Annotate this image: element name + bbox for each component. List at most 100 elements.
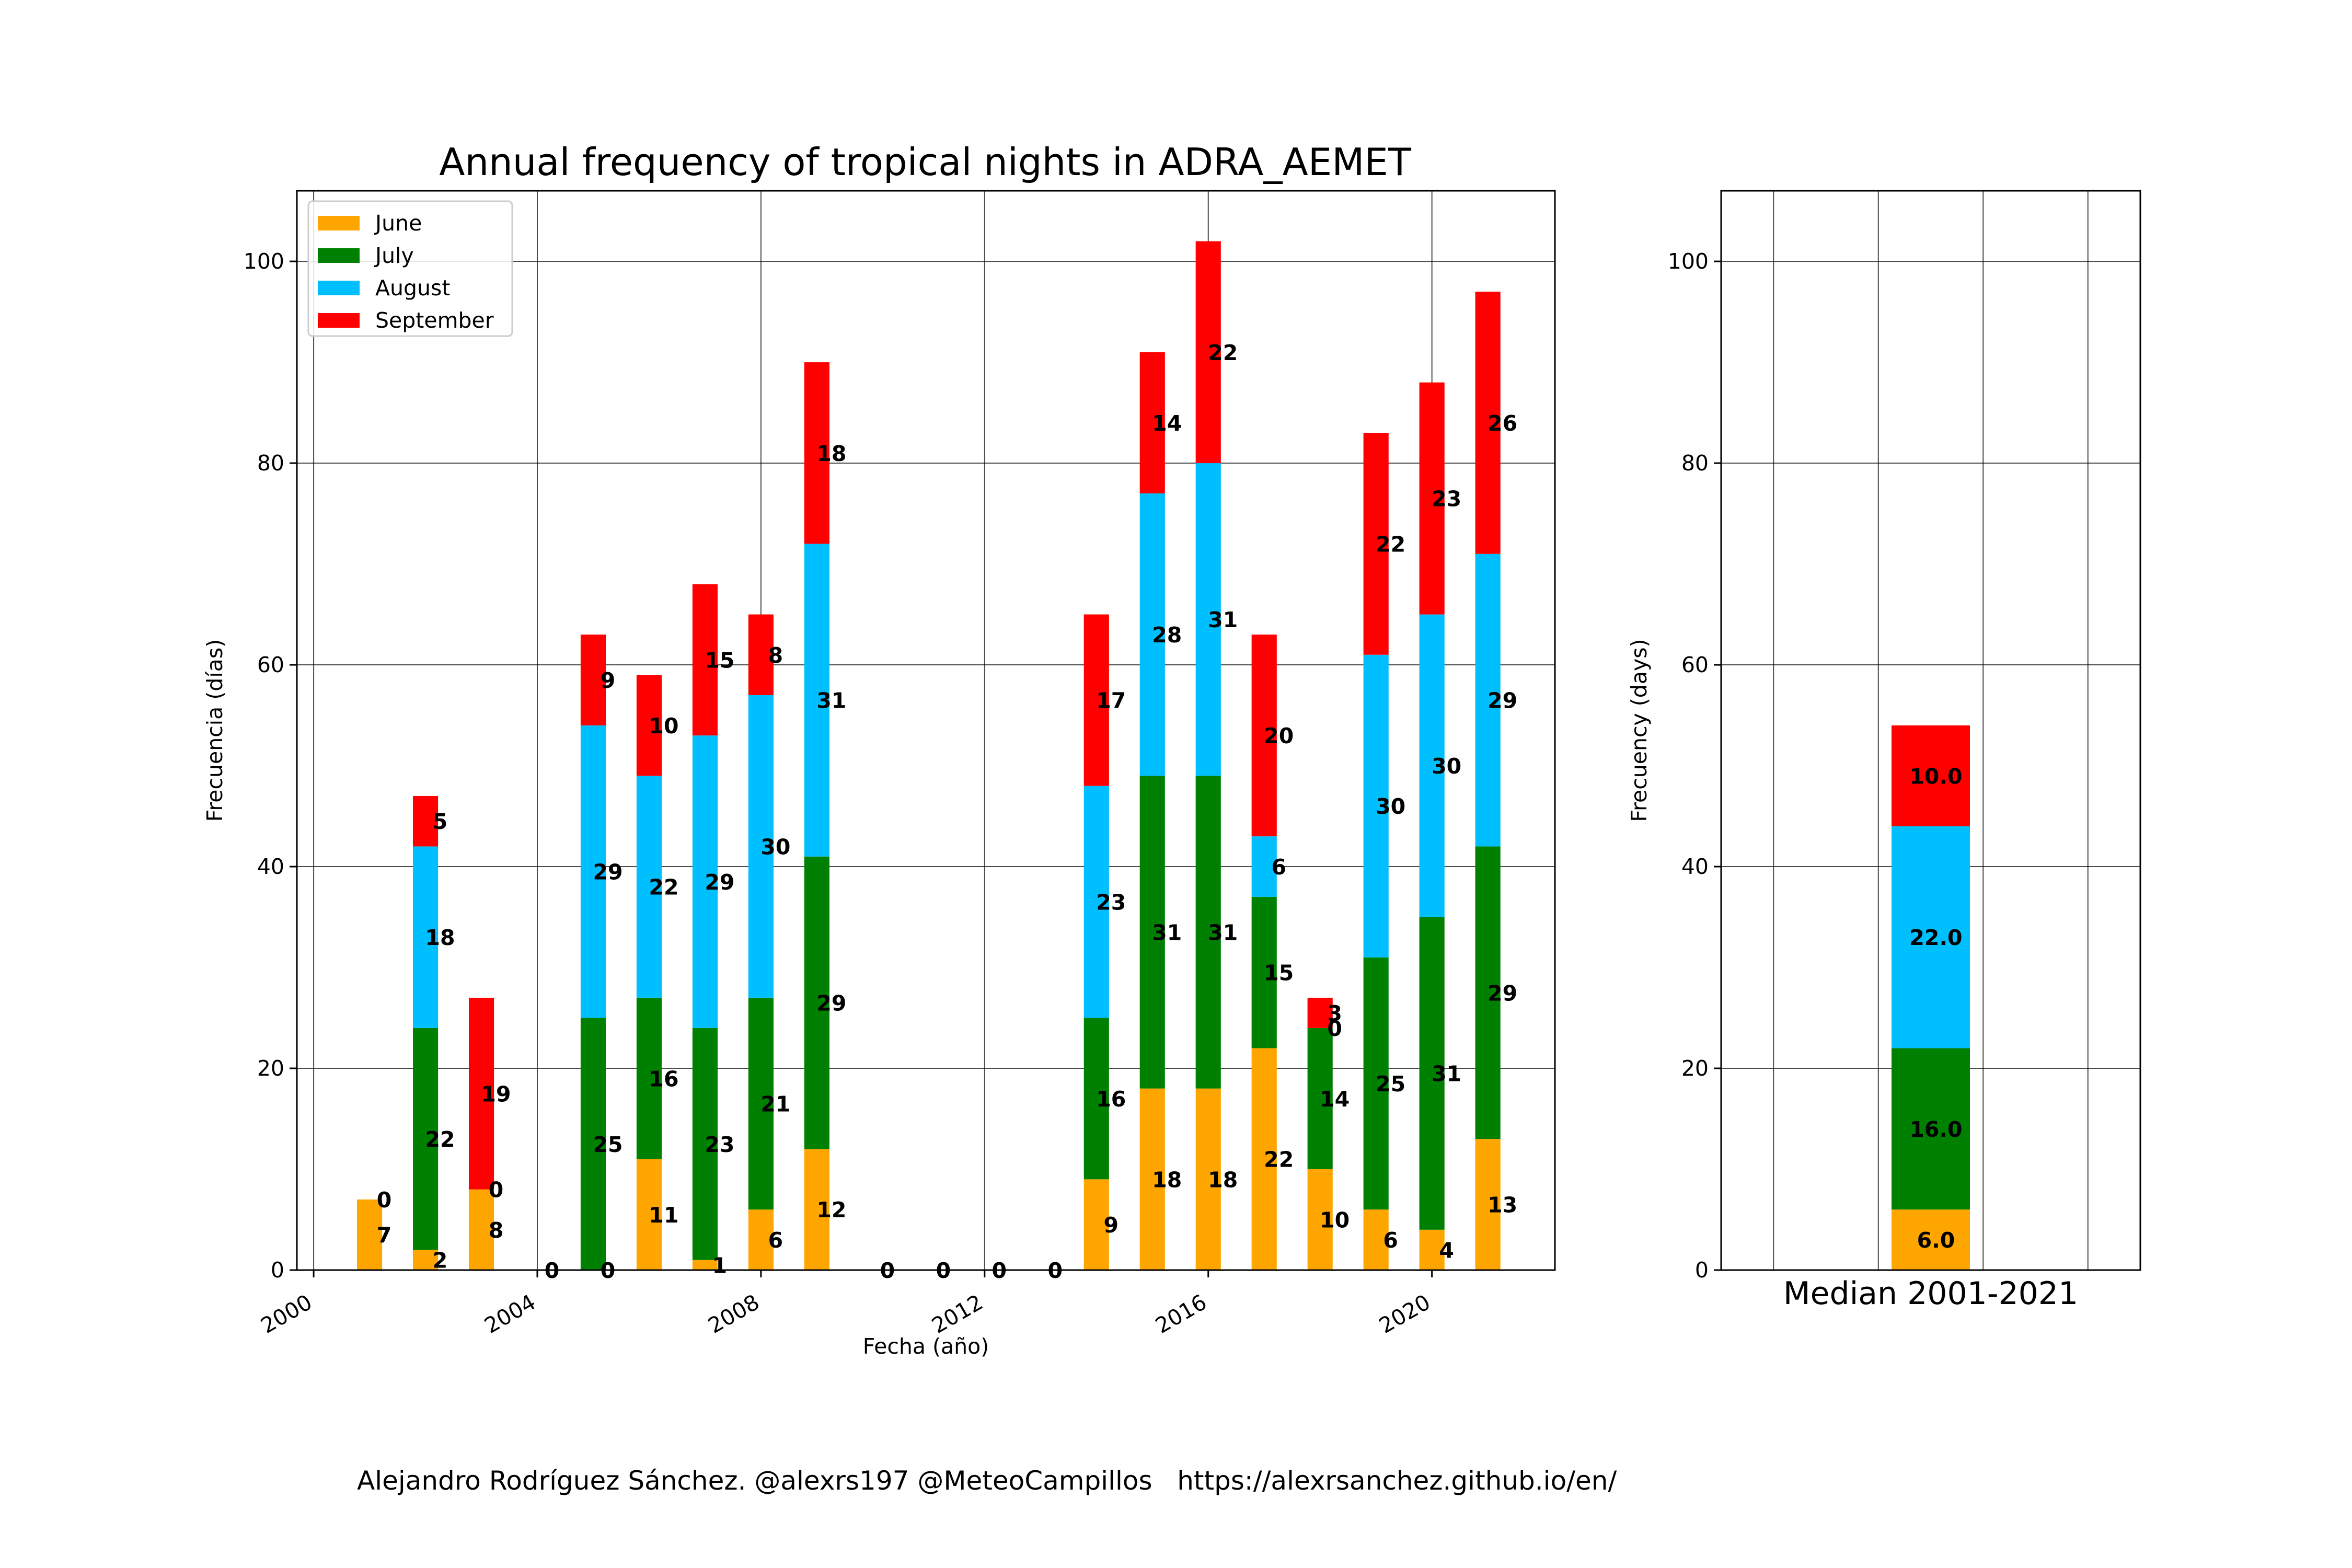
bar-2021-june (1475, 1139, 1501, 1270)
median-y-ticks: 0 20 40 60 80 100 (1668, 249, 1721, 1283)
median-ytick-label-60: 60 (1681, 652, 1709, 677)
label-2020-july: 31 (1432, 1062, 1461, 1087)
label-2017-september: 20 (1264, 723, 1294, 748)
label-2008-september: 8 (768, 643, 783, 668)
label-2019-june: 6 (1383, 1228, 1398, 1253)
label-2007-june: 1 (712, 1253, 728, 1278)
bar-2017-august (1251, 836, 1277, 897)
label-2017-august: 6 (1271, 855, 1286, 880)
bar-2016-august (1195, 463, 1221, 776)
label-2015-september: 14 (1152, 411, 1182, 436)
main-ytick-label-0: 0 (271, 1258, 284, 1283)
bar-2002-september (412, 795, 439, 847)
bar-2005-august (580, 725, 606, 1018)
label-2005-july: 25 (593, 1132, 622, 1157)
bar-2009-july (804, 856, 829, 1149)
label-2015-august: 28 (1152, 622, 1182, 648)
bar-2019-july (1363, 957, 1389, 1210)
label-2017-july: 15 (1264, 961, 1294, 986)
label-2009-september: 18 (816, 441, 846, 466)
label-2016-september: 22 (1208, 340, 1238, 365)
bar-2016-june (1195, 1088, 1221, 1270)
legend-label-june: June (374, 211, 422, 236)
label-2014-july: 16 (1096, 1087, 1126, 1112)
median-ytick-label-0: 0 (1695, 1258, 1709, 1283)
bar-2008-september (748, 614, 774, 695)
label-2007-august: 29 (705, 870, 734, 895)
label-2009-july: 29 (816, 991, 846, 1016)
bar-2007-june (692, 1260, 718, 1270)
credit-text: Alejandro Rodríguez Sánchez. @alexrs197 … (357, 1466, 1617, 1496)
bar-2008-august (748, 695, 774, 998)
label-2008-june: 6 (768, 1228, 783, 1253)
label-2006-august: 22 (649, 875, 678, 900)
label-2007-september: 15 (705, 648, 734, 673)
label-2016-august: 31 (1208, 607, 1238, 632)
label-2018-july: 14 (1320, 1087, 1350, 1112)
label-2015-july: 31 (1152, 920, 1182, 945)
y-axis-label: Frecuencia (días) (202, 639, 227, 822)
median-bar-august (1892, 826, 1970, 1048)
legend-swatch-august (318, 281, 360, 295)
bar-2009-june (804, 1149, 829, 1270)
median-ytick-label-40: 40 (1681, 854, 1709, 879)
bar-2006-september (636, 675, 662, 776)
legend: June July August September (307, 200, 513, 337)
label-2002-june: 2 (433, 1248, 448, 1273)
main-plot-frame (296, 190, 1556, 1271)
label-2005-september: 9 (601, 668, 616, 693)
label-2005-august: 29 (593, 860, 622, 885)
bar-2017-june (1251, 1048, 1277, 1270)
bar-2005-september (580, 635, 606, 725)
bar-2014-august (1083, 786, 1109, 1018)
label-2002-august: 18 (425, 925, 455, 950)
bar-2015-september (1139, 352, 1165, 493)
label-2006-september: 10 (649, 713, 678, 739)
main-ytick-label-100: 100 (244, 249, 284, 274)
label-2009-june: 12 (816, 1197, 846, 1223)
label-2003-september: 19 (481, 1081, 511, 1106)
median-bar-july (1892, 1048, 1970, 1210)
bar-2018-june (1307, 1169, 1333, 1270)
bar-2007-september (692, 584, 718, 736)
label-2001-june: 7 (377, 1223, 392, 1248)
label-2014-june: 9 (1104, 1213, 1119, 1238)
bar-2009-august (804, 544, 829, 857)
bar-2002-june (412, 1250, 439, 1270)
legend-swatch-july (318, 248, 360, 263)
label-2014-september: 17 (1096, 688, 1126, 713)
bar-2019-june (1363, 1209, 1389, 1270)
bar-2020-september (1419, 382, 1445, 615)
bar-2009-september (804, 362, 829, 544)
bar-2015-july (1139, 776, 1165, 1089)
bar-2002-august (412, 846, 439, 1028)
label-2008-august: 30 (760, 834, 790, 859)
median-bars (1892, 725, 1970, 1270)
chart-title: Annual frequency of tropical nights in A… (439, 140, 1412, 184)
bar-2008-july (748, 997, 774, 1210)
label-2009-august: 31 (816, 688, 846, 713)
bar-2017-july (1251, 896, 1277, 1048)
median-plot-frame (1720, 190, 2141, 1271)
label-2019-august: 30 (1376, 794, 1405, 819)
bar-2015-june (1139, 1088, 1165, 1270)
bar-2003-september (468, 997, 494, 1190)
bar-2019-august (1363, 654, 1389, 958)
median-gridlines (1721, 191, 2140, 1271)
bar-2021-july (1475, 846, 1501, 1139)
bar-2021-august (1475, 554, 1501, 847)
label-2003-june: 8 (489, 1218, 504, 1243)
bar-2018-july (1307, 1028, 1333, 1170)
label-2020-june: 4 (1439, 1238, 1454, 1263)
bar-2007-august (692, 735, 718, 1028)
bar-2014-september (1083, 614, 1109, 786)
bar-2014-july (1083, 1018, 1109, 1180)
bar-2015-august (1139, 493, 1165, 776)
main-y-ticks: 0 20 40 60 80 100 (244, 249, 297, 1283)
bar-2020-june (1419, 1229, 1445, 1270)
label-2003-july: 0 (489, 1178, 504, 1203)
main-ytick-label-80: 80 (257, 451, 284, 476)
bar-2006-june (636, 1159, 662, 1270)
